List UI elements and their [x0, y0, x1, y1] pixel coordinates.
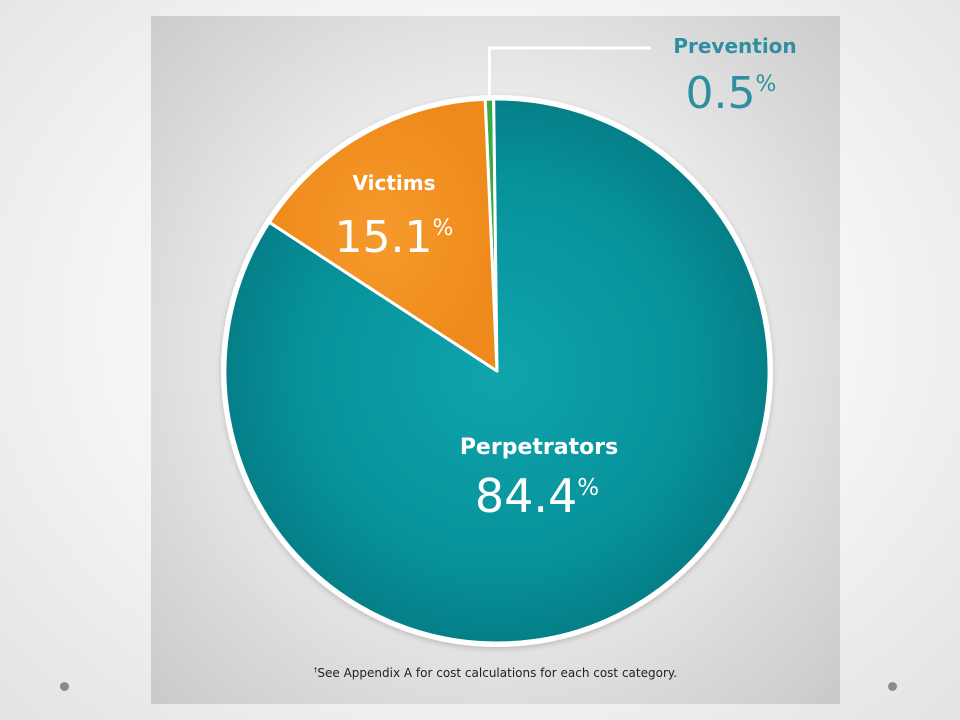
slice-value-victims: 15.1% — [335, 212, 454, 263]
slice-label-victims: Victims — [353, 171, 436, 195]
slide-bullet-right — [888, 682, 897, 691]
chart-panel: Prevention 0.5% Perpetrators 84.4% Victims 15… — [151, 16, 840, 704]
slice-value-prevention: 0.5% — [686, 68, 777, 119]
pie-chart: Prevention 0.5% Perpetrators 84.4% Victims 15… — [221, 34, 797, 647]
slice-value-perpetrators: 84.4% — [475, 469, 599, 523]
footnote-text: See Appendix A for cost calculations for… — [317, 666, 678, 680]
slice-label-perpetrators: Perpetrators — [460, 435, 618, 460]
prevention-leader-line — [487, 46, 651, 98]
pie-slice-victims — [267, 97, 499, 373]
footnote-marker: † — [313, 666, 318, 674]
footnote: †See Appendix A for cost calculations fo… — [151, 666, 840, 680]
slice-label-prevention: Prevention — [673, 34, 796, 58]
slide-bullet-left — [60, 682, 69, 691]
